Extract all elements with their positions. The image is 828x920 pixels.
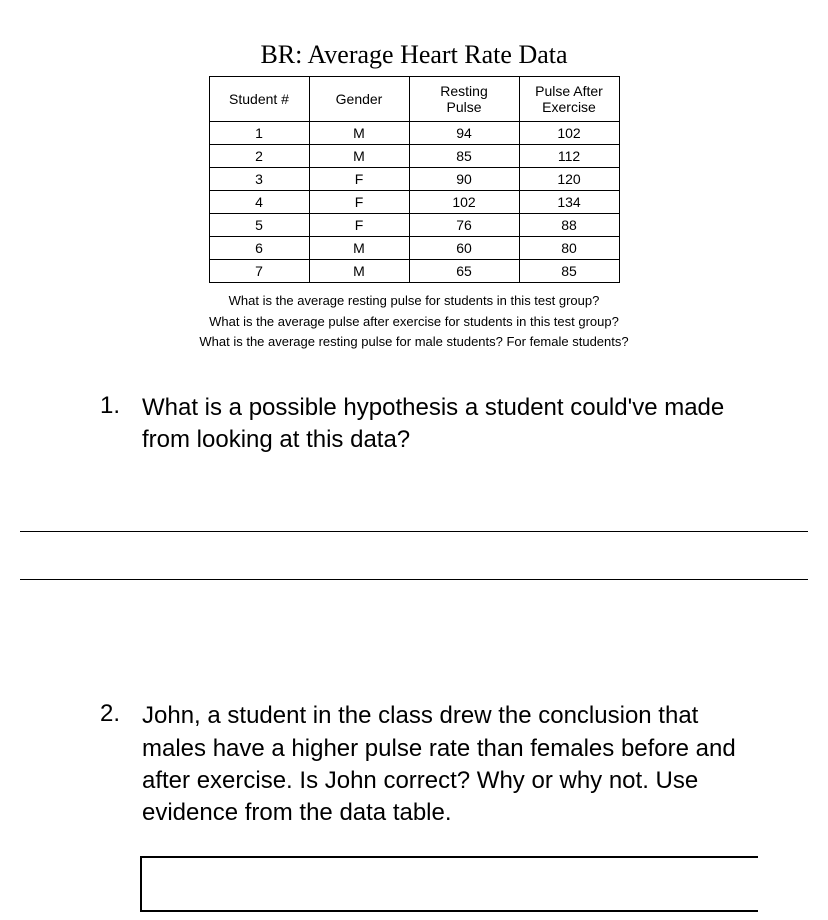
question-1-block: 1. What is a possible hypothesis a stude…: [20, 392, 808, 581]
table-row: 3 F 90 120: [209, 168, 619, 191]
cell-gender: F: [309, 168, 409, 191]
cell-resting: 76: [409, 214, 519, 237]
cell-resting: 65: [409, 260, 519, 283]
cell-gender: M: [309, 237, 409, 260]
answer-line: [20, 484, 808, 532]
cell-resting: 60: [409, 237, 519, 260]
cell-gender: F: [309, 191, 409, 214]
sub-questions: What is the average resting pulse for st…: [20, 291, 808, 352]
col-header-after: Pulse AfterExercise: [519, 77, 619, 122]
table-row: 2 M 85 112: [209, 145, 619, 168]
cell-student: 2: [209, 145, 309, 168]
col-header-student: Student #: [209, 77, 309, 122]
table-row: 6 M 60 80: [209, 237, 619, 260]
cell-gender: M: [309, 145, 409, 168]
cell-resting: 85: [409, 145, 519, 168]
table-row: 7 M 65 85: [209, 260, 619, 283]
cell-after: 134: [519, 191, 619, 214]
cell-resting: 94: [409, 122, 519, 145]
cell-after: 85: [519, 260, 619, 283]
cell-after: 102: [519, 122, 619, 145]
cell-after: 112: [519, 145, 619, 168]
question-2-text: John, a student in the class drew the co…: [142, 700, 758, 830]
table-row: 1 M 94 102: [209, 122, 619, 145]
cell-student: 3: [209, 168, 309, 191]
cell-gender: F: [309, 214, 409, 237]
col-header-resting: Resting Pulse: [409, 77, 519, 122]
heart-rate-table: Student # Gender Resting Pulse Pulse Aft…: [209, 76, 620, 283]
worksheet-content: BR: Average Heart Rate Data Student # Ge…: [20, 40, 808, 912]
question-2-row: 2. John, a student in the class drew the…: [20, 700, 808, 830]
cell-student: 5: [209, 214, 309, 237]
table-body: 1 M 94 102 2 M 85 112 3 F 90 120: [209, 122, 619, 283]
col-header-gender: Gender: [309, 77, 409, 122]
cell-student: 6: [209, 237, 309, 260]
table-row: 5 F 76 88: [209, 214, 619, 237]
question-1-text: What is a possible hypothesis a student …: [142, 392, 758, 457]
cell-student: 1: [209, 122, 309, 145]
data-table-area: Student # Gender Resting Pulse Pulse Aft…: [20, 76, 808, 283]
page-title: BR: Average Heart Rate Data: [20, 40, 808, 70]
question-1-number: 1.: [100, 392, 124, 420]
sub-question-1: What is the average resting pulse for st…: [20, 291, 808, 311]
cell-resting: 102: [409, 191, 519, 214]
table-row: 4 F 102 134: [209, 191, 619, 214]
cell-student: 4: [209, 191, 309, 214]
sub-question-2: What is the average pulse after exercise…: [20, 312, 808, 332]
cell-gender: M: [309, 260, 409, 283]
cell-gender: M: [309, 122, 409, 145]
cell-after: 120: [519, 168, 619, 191]
cell-resting: 90: [409, 168, 519, 191]
cell-student: 7: [209, 260, 309, 283]
question-2-number: 2.: [100, 700, 124, 728]
question-2-answer-area: [20, 856, 808, 912]
table-header-row: Student # Gender Resting Pulse Pulse Aft…: [209, 77, 619, 122]
cell-after: 80: [519, 237, 619, 260]
sub-question-3: What is the average resting pulse for ma…: [20, 332, 808, 352]
title-area: BR: Average Heart Rate Data: [20, 40, 808, 70]
answer-line: [20, 532, 808, 580]
question-1-answer-lines: [20, 484, 808, 580]
cell-after: 88: [519, 214, 619, 237]
question-1-row: 1. What is a possible hypothesis a stude…: [20, 392, 808, 457]
answer-box: [140, 856, 758, 912]
question-2-block: 2. John, a student in the class drew the…: [20, 700, 808, 912]
